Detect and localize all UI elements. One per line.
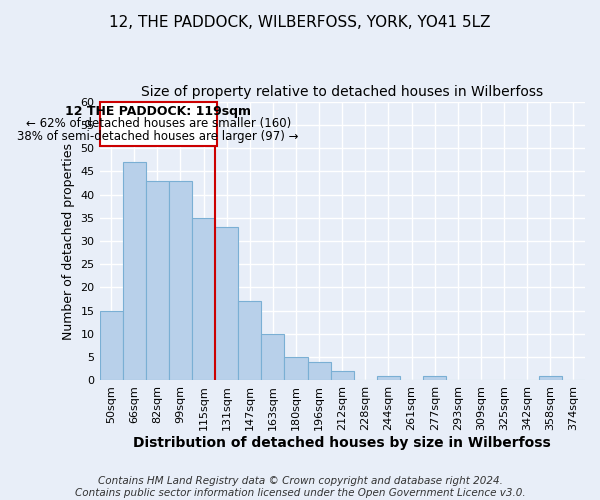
Bar	[100, 310, 122, 380]
Bar	[423, 376, 446, 380]
Y-axis label: Number of detached properties: Number of detached properties	[62, 142, 75, 340]
Bar	[377, 376, 400, 380]
Bar	[262, 334, 284, 380]
Bar	[284, 357, 308, 380]
Bar	[192, 218, 215, 380]
Title: Size of property relative to detached houses in Wilberfoss: Size of property relative to detached ho…	[141, 85, 544, 99]
Bar	[169, 180, 192, 380]
Text: 38% of semi-detached houses are larger (97) →: 38% of semi-detached houses are larger (…	[17, 130, 299, 142]
Text: 12, THE PADDOCK, WILBERFOSS, YORK, YO41 5LZ: 12, THE PADDOCK, WILBERFOSS, YORK, YO41 …	[109, 15, 491, 30]
Text: ← 62% of detached houses are smaller (160): ← 62% of detached houses are smaller (16…	[26, 117, 291, 130]
Bar	[539, 376, 562, 380]
Bar	[331, 371, 354, 380]
Bar	[308, 362, 331, 380]
Text: Contains HM Land Registry data © Crown copyright and database right 2024.
Contai: Contains HM Land Registry data © Crown c…	[74, 476, 526, 498]
FancyBboxPatch shape	[100, 102, 217, 146]
Text: 12 THE PADDOCK: 119sqm: 12 THE PADDOCK: 119sqm	[65, 105, 251, 118]
Bar	[238, 302, 262, 380]
Bar	[122, 162, 146, 380]
X-axis label: Distribution of detached houses by size in Wilberfoss: Distribution of detached houses by size …	[133, 436, 551, 450]
Bar	[146, 180, 169, 380]
Bar	[215, 227, 238, 380]
